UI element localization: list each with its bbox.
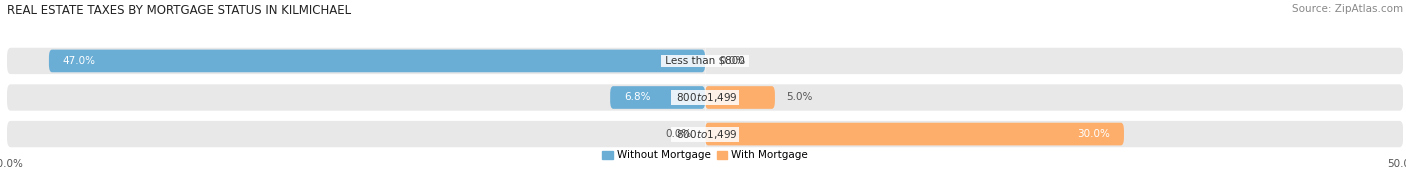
FancyBboxPatch shape — [706, 86, 775, 109]
Text: 0.0%: 0.0% — [665, 129, 692, 139]
Text: $800 to $1,499: $800 to $1,499 — [672, 128, 738, 141]
Legend: Without Mortgage, With Mortgage: Without Mortgage, With Mortgage — [602, 150, 808, 160]
FancyBboxPatch shape — [610, 86, 706, 109]
Text: REAL ESTATE TAXES BY MORTGAGE STATUS IN KILMICHAEL: REAL ESTATE TAXES BY MORTGAGE STATUS IN … — [7, 4, 351, 17]
FancyBboxPatch shape — [7, 121, 1403, 147]
Text: 6.8%: 6.8% — [624, 92, 651, 103]
Text: 30.0%: 30.0% — [1077, 129, 1109, 139]
Text: 47.0%: 47.0% — [63, 56, 96, 66]
Text: $800 to $1,499: $800 to $1,499 — [672, 91, 738, 104]
Text: Less than $800: Less than $800 — [662, 56, 748, 66]
FancyBboxPatch shape — [49, 50, 706, 72]
FancyBboxPatch shape — [7, 48, 1403, 74]
FancyBboxPatch shape — [7, 84, 1403, 111]
Text: 0.0%: 0.0% — [718, 56, 745, 66]
Text: 5.0%: 5.0% — [786, 92, 813, 103]
FancyBboxPatch shape — [706, 123, 1123, 145]
Text: Source: ZipAtlas.com: Source: ZipAtlas.com — [1292, 4, 1403, 14]
